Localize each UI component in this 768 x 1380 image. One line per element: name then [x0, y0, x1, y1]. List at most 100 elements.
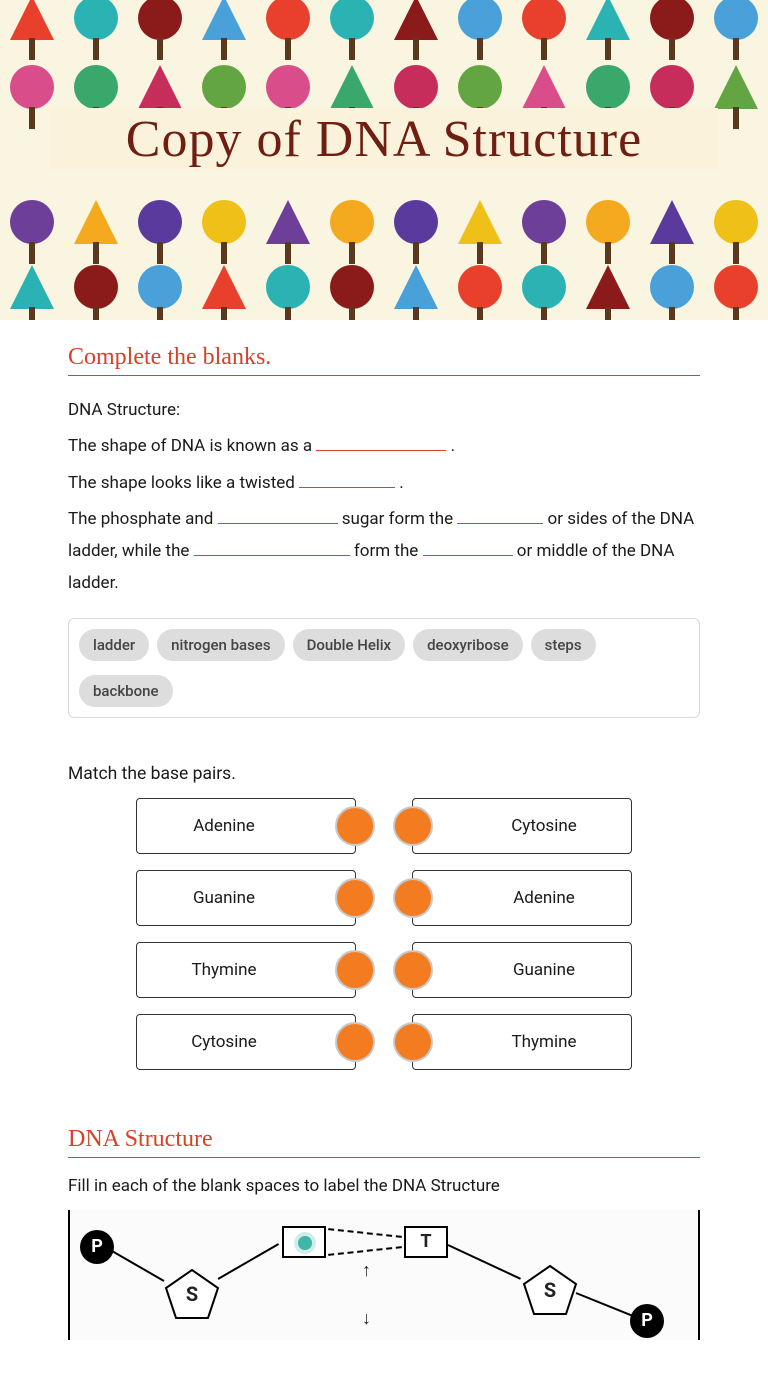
match-connector-dot[interactable]	[393, 878, 433, 918]
base-box-T: T	[404, 1226, 448, 1258]
match-card[interactable]: Guanine	[412, 942, 632, 998]
match-connector-dot[interactable]	[335, 806, 375, 846]
sugar-label: S	[164, 1268, 220, 1320]
tree-icon	[262, 265, 314, 320]
match-card[interactable]: Adenine	[136, 798, 356, 854]
tree-icon	[6, 0, 58, 60]
tree-icon	[262, 200, 314, 264]
tree-icon	[390, 265, 442, 320]
text-fragment: .	[399, 473, 403, 493]
tree-icon	[198, 0, 250, 60]
dna-diagram: P S T ↑ ↓ S P	[68, 1210, 700, 1340]
match-column-left: Adenine Guanine Thymine Cytosine	[136, 798, 356, 1070]
tree-icon	[582, 200, 634, 264]
tree-icon	[70, 0, 122, 60]
text-fragment: sugar form the	[342, 509, 458, 529]
bond-line	[448, 1244, 521, 1280]
tree-icon	[6, 265, 58, 320]
word-bank: laddernitrogen bases Double Helixdeoxyrib…	[68, 618, 700, 718]
match-connector-dot[interactable]	[393, 806, 433, 846]
blank-input-2[interactable]	[299, 469, 395, 488]
match-card-label: Guanine	[193, 888, 255, 908]
tree-icon	[198, 265, 250, 320]
tree-icon	[326, 265, 378, 320]
text-fragment: The phosphate and	[68, 509, 218, 529]
phosphate-label: P	[80, 1230, 114, 1264]
blank-input-5[interactable]	[194, 538, 350, 557]
phosphate-label: P	[630, 1304, 664, 1338]
match-connector-dot[interactable]	[335, 950, 375, 990]
arrow-up-icon: ↑	[362, 1260, 371, 1281]
tree-icon	[134, 200, 186, 264]
match-card[interactable]: Guanine	[136, 870, 356, 926]
tree-icon	[646, 0, 698, 60]
tree-icon	[390, 200, 442, 264]
match-card-label: Thymine	[512, 1032, 577, 1052]
text-fragment: form the	[354, 541, 423, 561]
bond-line	[112, 1250, 165, 1282]
tree-icon	[646, 200, 698, 264]
tree-icon	[518, 0, 570, 60]
hydrogen-bond	[328, 1228, 402, 1238]
arrow-down-icon: ↓	[362, 1308, 371, 1329]
tree-icon	[390, 0, 442, 60]
tree-icon	[582, 265, 634, 320]
tree-icon	[326, 200, 378, 264]
page-title: Copy of DNA Structure	[50, 110, 718, 169]
tree-icon	[582, 0, 634, 60]
tree-icon	[646, 265, 698, 320]
tree-icon	[454, 200, 506, 264]
blank-input-3[interactable]	[218, 505, 338, 524]
bond-line	[576, 1292, 632, 1316]
tree-icon	[134, 265, 186, 320]
word-chip[interactable]: ladder	[79, 629, 149, 661]
tree-icon	[454, 0, 506, 60]
blank-input-6[interactable]	[423, 538, 513, 557]
match-card-label: Adenine	[513, 888, 575, 908]
match-grid: AdenineGuanineThymineCytosine CytosineAd…	[68, 798, 700, 1070]
section-title-dna-structure: DNA Structure	[68, 1126, 700, 1158]
tree-icon	[70, 200, 122, 264]
match-card[interactable]: Thymine	[136, 942, 356, 998]
match-connector-dot[interactable]	[335, 1022, 375, 1062]
match-card[interactable]: Cytosine	[136, 1014, 356, 1070]
match-connector-dot[interactable]	[393, 950, 433, 990]
base-box-blank[interactable]	[282, 1226, 326, 1258]
text-fragment: The shape looks like a twisted	[68, 473, 299, 493]
match-card[interactable]: Cytosine	[412, 798, 632, 854]
tree-icon	[710, 265, 762, 320]
text-line-1: The shape of DNA is known as a .	[68, 430, 700, 462]
drop-target-icon	[298, 1236, 312, 1250]
text-line-2: The shape looks like a twisted .	[68, 467, 700, 499]
tree-icon	[710, 200, 762, 264]
word-chip[interactable]: backbone	[79, 675, 173, 707]
tree-icon	[326, 0, 378, 60]
tree-icon	[134, 0, 186, 60]
tree-icon	[454, 265, 506, 320]
sugar-label: S	[522, 1264, 578, 1316]
section-title-match: Match the base pairs.	[68, 764, 700, 784]
match-card[interactable]: Thymine	[412, 1014, 632, 1070]
worksheet-body: Complete the blanks. DNA Structure: The …	[0, 320, 768, 1340]
match-card-label: Cytosine	[191, 1032, 257, 1052]
word-chip[interactable]: deoxyribose	[413, 629, 523, 661]
match-connector-dot[interactable]	[335, 878, 375, 918]
match-card[interactable]: Adenine	[412, 870, 632, 926]
section-title-fill-blanks: Complete the blanks.	[68, 344, 700, 376]
text-line-3: The phosphate and sugar form the or side…	[68, 503, 700, 600]
header-title-background: Copy of DNA Structure	[50, 108, 718, 171]
tree-icon	[70, 265, 122, 320]
section-instruction: Fill in each of the blank spaces to labe…	[68, 1176, 700, 1196]
word-chip[interactable]: Double Helix	[293, 629, 406, 661]
match-connector-dot[interactable]	[393, 1022, 433, 1062]
text-fragment: The shape of DNA is known as a	[68, 436, 316, 456]
text-line-0: DNA Structure:	[68, 394, 700, 426]
tree-icon	[710, 0, 762, 60]
match-card-label: Guanine	[513, 960, 575, 980]
word-chip[interactable]: nitrogen bases	[157, 629, 284, 661]
match-column-right: Cytosine Adenine Guanine Thymine	[412, 798, 632, 1070]
blank-input-1[interactable]	[316, 433, 446, 452]
match-card-label: Adenine	[193, 816, 255, 836]
word-chip[interactable]: steps	[531, 629, 596, 661]
blank-input-4[interactable]	[457, 505, 543, 524]
